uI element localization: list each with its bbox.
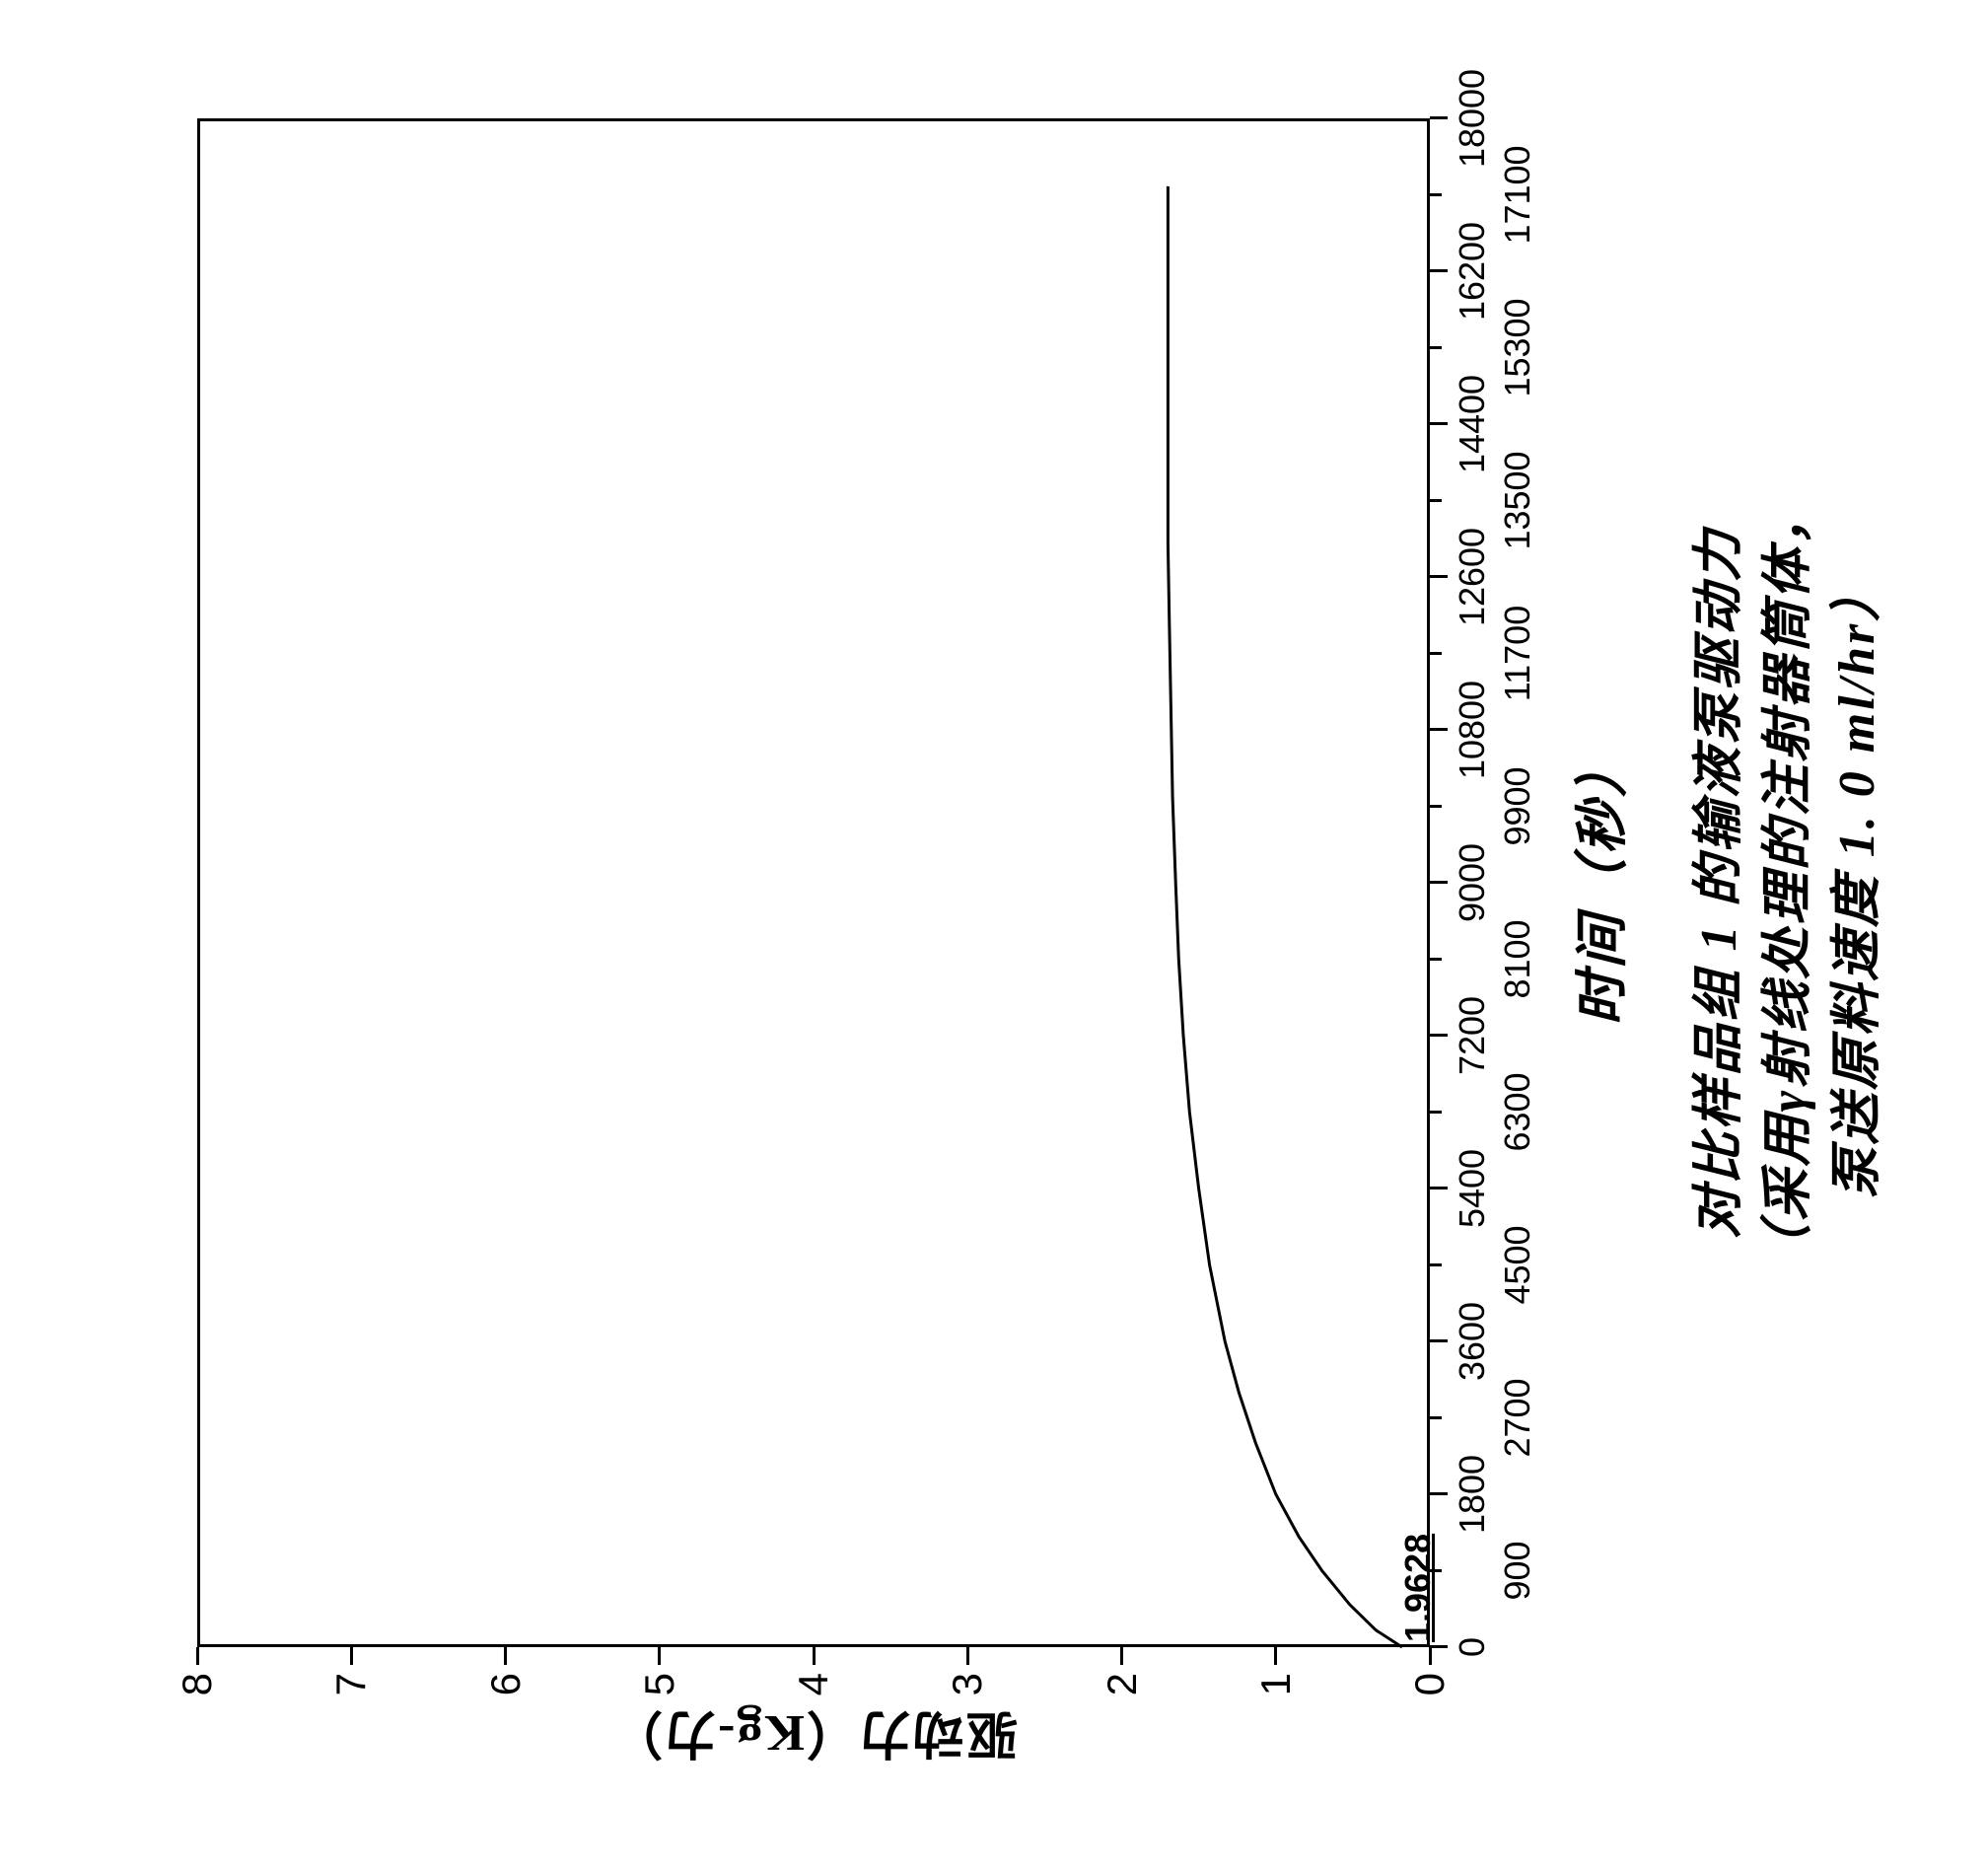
x-tick-label: 14400: [1452, 375, 1493, 473]
y-tick: [196, 1647, 199, 1665]
x-tick-label: 900: [1497, 1541, 1538, 1600]
x-tick-label: 9900: [1497, 766, 1538, 845]
x-tick-minor: [1430, 346, 1442, 349]
x-tick-label: 0: [1452, 1637, 1493, 1657]
caption-line-3: 泵送原料速度 1. 0 ml/hr）: [1814, 567, 1888, 1199]
x-tick-major: [1430, 1493, 1448, 1496]
y-tick: [1429, 1647, 1432, 1665]
x-tick-major: [1430, 1188, 1448, 1190]
x-tick-minor: [1430, 1111, 1442, 1114]
caption-line-1: 对比样品组 1 的输液泵驱动力: [1676, 527, 1750, 1238]
x-tick-minor: [1430, 652, 1442, 655]
x-tick-major: [1430, 1035, 1448, 1038]
x-tick-minor: [1430, 1416, 1442, 1419]
x-tick-major: [1430, 1646, 1448, 1649]
x-tick-label: 9000: [1452, 843, 1493, 922]
y-tick: [658, 1647, 661, 1665]
y-tick-label: 7: [327, 1673, 375, 1695]
x-tick-major: [1430, 1340, 1448, 1343]
x-tick-minor: [1430, 1263, 1442, 1266]
y-tick: [1274, 1647, 1277, 1665]
y-tick-label: 8: [174, 1673, 221, 1695]
y-tick: [1120, 1647, 1123, 1665]
x-tick-label: 16200: [1452, 222, 1493, 321]
x-tick-label: 4500: [1497, 1225, 1538, 1304]
x-tick-major: [1430, 882, 1448, 885]
data-curve: [1168, 186, 1402, 1647]
page-root: 驱动力（Kg-力） 012345678 01800360054007200900…: [0, 0, 1988, 1874]
curve-annotation: 1.9628: [1397, 1534, 1439, 1642]
y-tick-label: 3: [944, 1673, 991, 1695]
x-tick-label: 17100: [1497, 145, 1538, 244]
y-tick-label: 4: [790, 1673, 837, 1695]
x-tick-major: [1430, 270, 1448, 273]
y-tick: [504, 1647, 507, 1665]
y-axis-title: 驱动力（Kg-力）: [609, 1701, 1018, 1775]
x-tick-minor: [1430, 193, 1442, 196]
x-tick-label: 8100: [1497, 919, 1538, 998]
x-tick-label: 18000: [1452, 69, 1493, 168]
x-tick-label: 3600: [1452, 1302, 1493, 1381]
x-tick-minor: [1430, 958, 1442, 961]
x-tick-label: 5400: [1452, 1149, 1493, 1228]
x-tick-label: 2700: [1497, 1378, 1538, 1457]
x-tick-minor: [1430, 499, 1442, 502]
x-tick-label: 13500: [1497, 451, 1538, 549]
y-tick-label: 2: [1099, 1673, 1146, 1695]
rotated-figure: 驱动力（Kg-力） 012345678 01800360054007200900…: [0, 0, 1988, 1874]
x-tick-label: 11700: [1497, 606, 1538, 701]
y-tick-label: 5: [636, 1673, 683, 1695]
caption-line-2: （采用γ射线处理的注射器筒体，: [1745, 491, 1819, 1275]
y-tick-label: 1: [1252, 1673, 1300, 1695]
x-tick-major: [1430, 117, 1448, 120]
curve-svg: [197, 118, 1430, 1647]
x-tick-label: 12600: [1452, 528, 1493, 626]
x-tick-major: [1430, 729, 1448, 732]
x-tick-minor: [1430, 805, 1442, 808]
x-tick-label: 6300: [1497, 1072, 1538, 1151]
x-tick-label: 7200: [1452, 996, 1493, 1075]
x-axis-title: 时间（秒）: [1558, 740, 1636, 1026]
x-tick-major: [1430, 423, 1448, 426]
y-tick-label: 6: [482, 1673, 530, 1695]
x-tick-label: 1800: [1452, 1455, 1493, 1534]
chart-area: 012345678 018003600540072009000108001260…: [197, 118, 1430, 1647]
x-tick-label: 10800: [1452, 681, 1493, 779]
y-tick: [966, 1647, 969, 1665]
y-tick-label: 0: [1406, 1673, 1454, 1695]
y-tick: [813, 1647, 816, 1665]
x-tick-major: [1430, 576, 1448, 579]
y-tick: [350, 1647, 353, 1665]
x-tick-label: 15300: [1497, 298, 1538, 396]
